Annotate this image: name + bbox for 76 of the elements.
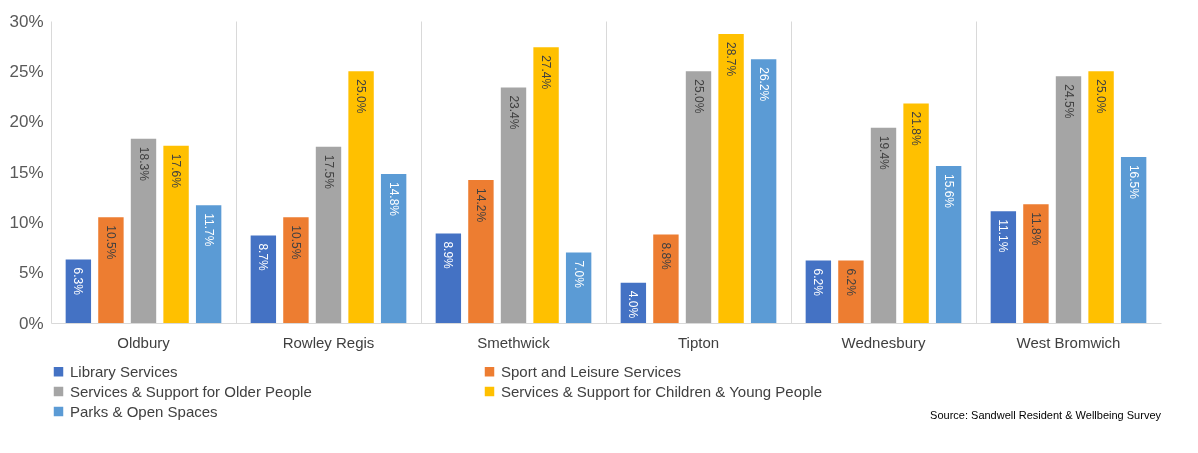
data-label: 18.3% [136,146,151,182]
legend-label: Services & Support for Children & Young People [501,382,823,400]
bar [1088,71,1114,323]
x-tick-label: Smethwick [477,333,551,351]
y-tick-label: 0% [18,313,44,333]
y-tick-label: 30% [9,11,44,31]
bar [98,217,124,323]
legend-label: Services & Support for Older People [70,382,312,400]
x-tick-label: Wednesbury [841,333,926,351]
data-label: 10.5% [103,225,118,260]
bar [718,34,744,323]
data-label: 8.7% [256,243,271,272]
y-tick-label: 25% [9,61,44,81]
data-label: 10.5% [288,225,303,260]
bar [533,47,559,323]
bar [348,71,374,323]
data-label: 26.2% [756,67,771,102]
data-label: 8.9% [441,241,456,270]
bar [195,205,222,323]
data-label: 11.8% [1028,212,1043,246]
bar [1120,156,1147,323]
y-tick-label: 5% [18,263,44,283]
bar [250,235,277,323]
data-label: 8.8% [658,242,673,271]
bar [163,145,189,323]
data-label: 6.2% [811,268,826,297]
bar [283,217,309,323]
bar [750,59,777,323]
bar [1055,76,1082,323]
bar [653,234,679,323]
data-label: 25.0% [1094,79,1109,114]
data-label: 19.4% [876,135,891,171]
data-label: 23.4% [506,95,521,130]
data-label: 6.2% [843,268,858,297]
data-label: 17.6% [169,153,184,189]
bar [903,103,929,323]
bar [435,233,462,323]
bar [935,165,962,323]
bar [1023,204,1049,323]
legend-label: Sport and Leisure Services [501,362,682,380]
x-tick-label: Rowley Regis [282,333,375,351]
bar [380,174,407,323]
x-tick-label: West Bromwich [1016,333,1121,351]
bar [315,146,342,323]
bar [468,180,494,323]
data-label: 16.5% [1126,164,1141,200]
data-label: 27.4% [539,55,554,90]
data-label: 6.3% [71,267,86,296]
data-label: 25.0% [691,79,706,114]
data-label: 14.8% [386,182,401,217]
y-tick-label: 10% [9,212,44,232]
y-tick-label: 20% [9,112,44,132]
x-tick-label: Tipton [677,333,720,351]
bar [870,127,897,323]
y-tick-label: 15% [9,162,44,182]
data-label: 14.2% [473,188,488,223]
data-label: 17.5% [321,154,336,190]
legend-label: Parks & Open Spaces [70,402,218,420]
bar [990,211,1017,323]
data-label: 24.5% [1061,84,1076,119]
data-label: 21.8% [909,111,924,146]
x-tick-label: Oldbury [117,333,171,351]
data-label: 25.0% [354,79,369,114]
data-label: 11.1% [996,219,1011,253]
data-label: 11.7% [201,213,216,247]
bar [130,138,157,323]
bar [838,260,864,323]
bar [685,71,712,323]
data-label: 28.7% [724,42,739,77]
bar [500,87,527,323]
bar [565,252,592,323]
data-label: 15.6% [941,173,956,209]
data-label: 4.0% [626,290,641,319]
data-label: 7.0% [571,260,586,289]
legend-label: Library Services [70,362,178,380]
source-note: Source: Sandwell Resident & Wellbeing Survey [930,409,1162,421]
